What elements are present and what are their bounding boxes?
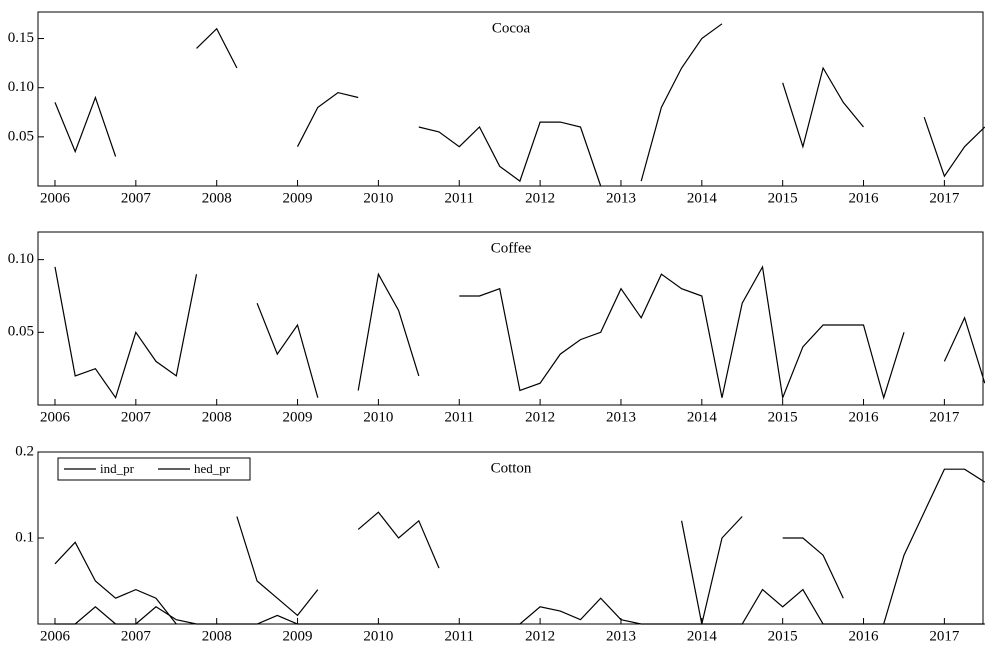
x-tick-label: 2007 bbox=[121, 190, 152, 206]
panel-title: Coffee bbox=[491, 240, 532, 256]
y-tick-label: 0.05 bbox=[8, 324, 34, 340]
x-tick-label: 2014 bbox=[687, 190, 718, 206]
panel-title: Cotton bbox=[491, 460, 532, 476]
x-tick-label: 2008 bbox=[202, 190, 232, 206]
x-tick-label: 2013 bbox=[606, 409, 636, 425]
x-tick-label: 2008 bbox=[202, 628, 232, 644]
x-tick-label: 2012 bbox=[525, 409, 555, 425]
x-tick-label: 2016 bbox=[849, 409, 880, 425]
y-tick-label: 0.2 bbox=[15, 443, 34, 459]
x-tick-label: 2011 bbox=[445, 409, 474, 425]
x-tick-label: 2009 bbox=[283, 628, 313, 644]
legend-label: hed_pr bbox=[194, 461, 231, 476]
x-tick-label: 2010 bbox=[363, 628, 393, 644]
y-tick-label: 0.1 bbox=[15, 529, 34, 545]
y-tick-label: 0.10 bbox=[8, 79, 34, 95]
x-tick-label: 2006 bbox=[40, 409, 71, 425]
x-tick-label: 2015 bbox=[768, 628, 798, 644]
x-tick-label: 2009 bbox=[283, 409, 313, 425]
x-tick-label: 2010 bbox=[363, 190, 393, 206]
y-tick-label: 0.05 bbox=[8, 128, 34, 144]
panel-title: Cocoa bbox=[492, 20, 531, 36]
x-tick-label: 2014 bbox=[687, 409, 718, 425]
x-tick-label: 2013 bbox=[606, 628, 636, 644]
plot-frame bbox=[37, 231, 984, 406]
x-tick-label: 2011 bbox=[445, 190, 474, 206]
x-tick-label: 2017 bbox=[929, 628, 960, 644]
x-tick-label: 2010 bbox=[363, 409, 393, 425]
x-tick-label: 2007 bbox=[121, 409, 152, 425]
x-tick-label: 2007 bbox=[121, 628, 152, 644]
plot-frame bbox=[37, 11, 984, 187]
x-tick-label: 2017 bbox=[929, 190, 960, 206]
plot-frame bbox=[37, 451, 984, 625]
legend-box bbox=[57, 457, 251, 481]
x-tick-label: 2013 bbox=[606, 190, 636, 206]
x-tick-label: 2006 bbox=[40, 190, 71, 206]
x-tick-label: 2015 bbox=[768, 190, 798, 206]
x-tick-label: 2016 bbox=[849, 190, 880, 206]
legend-label: ind_pr bbox=[100, 461, 135, 476]
x-tick-label: 2006 bbox=[40, 628, 71, 644]
y-tick-label: 0.15 bbox=[8, 30, 34, 46]
y-tick-label: 0.10 bbox=[8, 251, 34, 267]
x-tick-label: 2012 bbox=[525, 190, 555, 206]
x-tick-label: 2008 bbox=[202, 409, 232, 425]
series-line bbox=[54, 468, 985, 625]
x-tick-label: 2016 bbox=[849, 628, 880, 644]
x-tick-label: 2012 bbox=[525, 628, 555, 644]
series-line bbox=[55, 588, 985, 625]
series-line bbox=[54, 265, 985, 400]
x-tick-label: 2015 bbox=[768, 409, 798, 425]
x-tick-label: 2014 bbox=[687, 628, 718, 644]
x-tick-label: 2011 bbox=[445, 628, 474, 644]
x-tick-label: 2009 bbox=[283, 190, 313, 206]
series-line bbox=[54, 23, 985, 187]
x-tick-label: 2017 bbox=[929, 409, 960, 425]
